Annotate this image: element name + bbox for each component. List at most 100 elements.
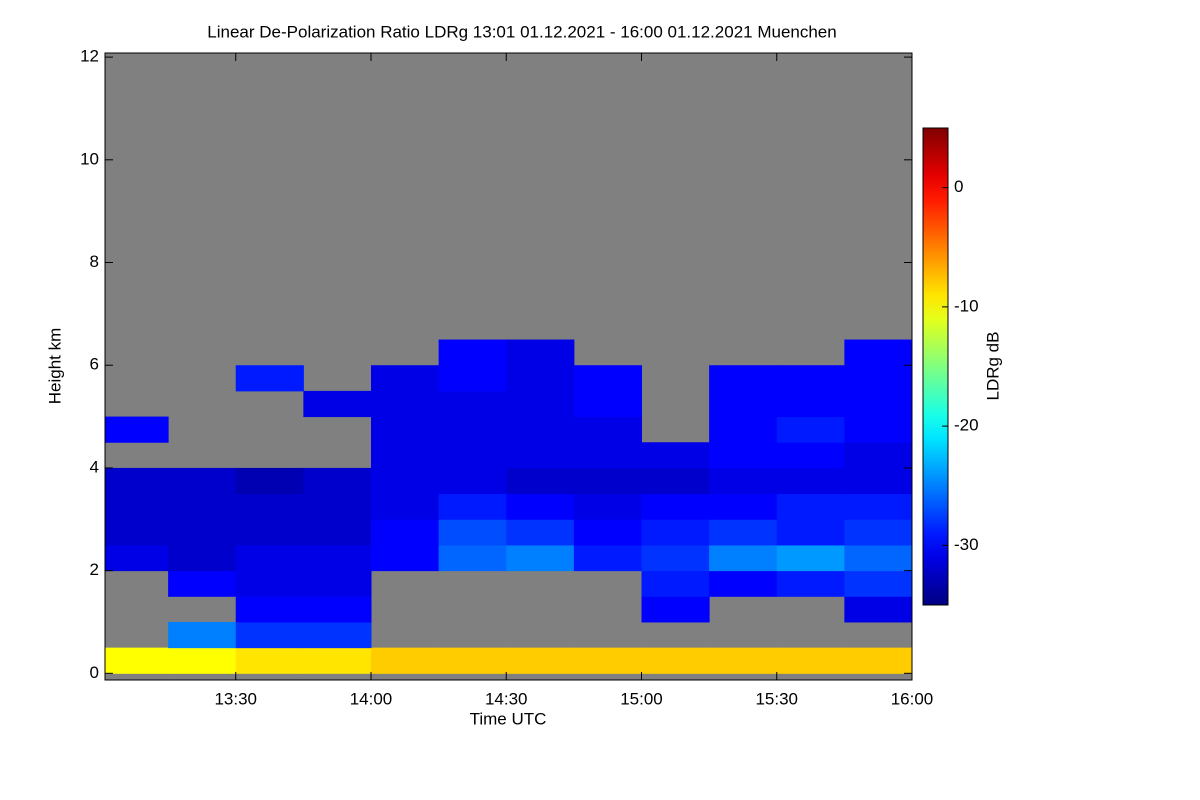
heatmap-cell [844,493,913,520]
heatmap-cell [235,519,304,546]
heatmap-cell [105,519,169,546]
heatmap-cell [844,596,913,623]
heatmap-cell [168,647,237,674]
heatmap-cell [506,442,575,469]
heatmap-cell [573,416,642,443]
heatmap-cell [573,365,642,392]
heatmap-cell [641,544,710,572]
heatmap-cell [776,647,845,674]
y-tick-label: 0 [90,663,99,682]
y-tick-label: 8 [90,252,99,271]
heatmap-cell [641,647,710,674]
heatmap-cell [844,442,913,469]
heatmap-cell [709,519,778,546]
heatmap-cell [506,467,575,495]
heatmap-cell [506,339,575,366]
heatmap-cell [438,544,507,572]
x-axis-label: Time UTC [470,709,547,728]
heatmap-cell [641,493,710,520]
y-tick-label: 4 [90,457,99,476]
heatmap-cell [709,570,778,597]
x-tick-label: 16:00 [891,689,934,708]
heatmap-cell [438,390,507,418]
heatmap-cell [438,339,507,366]
heatmap-cell [573,390,642,418]
heatmap-cell [776,365,845,392]
heatmap-cell [168,621,237,649]
heatmap-cell [235,467,304,495]
heatmap-cell [438,467,507,495]
heatmap-cell [709,467,778,495]
heatmap-cell [641,467,710,495]
heatmap-cell [573,647,642,674]
heatmap-cell [776,493,845,520]
heatmap-cell [573,467,642,495]
heatmap-cell [844,416,913,443]
heatmap-cell [105,467,169,495]
heatmap-cell [438,365,507,392]
heatmap-cell [709,544,778,572]
heatmap-cell [303,519,372,546]
heatmap-cell [235,493,304,520]
heatmap-cell [709,365,778,392]
heatmap-cell [105,544,169,572]
heatmap-cell [709,442,778,469]
heatmap-cell [506,390,575,418]
heatmap-cell [235,570,304,597]
heatmap-cell [844,339,913,366]
heatmap-cell [303,570,372,597]
heatmap-cell [776,390,845,418]
y-tick-label: 2 [90,560,99,579]
y-tick-label: 6 [90,355,99,374]
heatmap-cell [438,416,507,443]
heatmap-cell [235,647,304,674]
heatmap-cell [235,596,304,623]
heatmap-cell [844,365,913,392]
heatmap-cell [641,570,710,597]
heatmap-cell [235,544,304,572]
heatmap-cell [303,544,372,572]
heatmap-cell [370,416,440,443]
heatmap-cell [844,519,913,546]
heatmap-cell [776,467,845,495]
heatmap-cell [709,647,778,674]
heatmap-cell [844,570,913,597]
heatmap-cell [573,519,642,546]
heatmap-cell [506,647,575,674]
colorbar-tick-label: -10 [954,296,979,315]
heatmap-cell [573,493,642,520]
colorbar [922,127,949,606]
heatmap-cell [370,647,440,674]
heatmap-cell [303,596,372,623]
x-tick-label: 15:00 [620,689,663,708]
heatmap-cell [370,467,440,495]
heatmap-cell [844,390,913,418]
colorbar-tick-label: 0 [954,177,963,196]
heatmap-cell [776,570,845,597]
heatmap-cell [506,493,575,520]
colorbar-tick-label: -30 [954,535,979,554]
x-tick-label: 14:30 [485,689,528,708]
y-tick-label: 10 [80,149,99,168]
y-tick-label: 12 [80,47,99,66]
chart-title: Linear De-Polarization Ratio LDRg 13:01 … [207,22,836,41]
heatmap-cell [641,442,710,469]
heatmap-cell [303,390,372,418]
heatmap-cell [641,596,710,623]
heatmap-cell [168,519,237,546]
heatmap-cell [844,544,913,572]
heatmap-cell [235,365,304,392]
heatmap-cell [303,647,372,674]
heatmap-cell [776,544,845,572]
heatmap-cell [438,442,507,469]
x-tick-label: 13:30 [214,689,257,708]
colorbar-tick-label: -20 [954,416,979,435]
heatmap-cell [776,442,845,469]
heatmap-cell [573,544,642,572]
plot-frame [104,52,913,681]
y-axis-label: Height km [45,328,64,405]
heatmap-cell [506,416,575,443]
heatmap-cell [438,647,507,674]
heatmap-cell [168,570,237,597]
